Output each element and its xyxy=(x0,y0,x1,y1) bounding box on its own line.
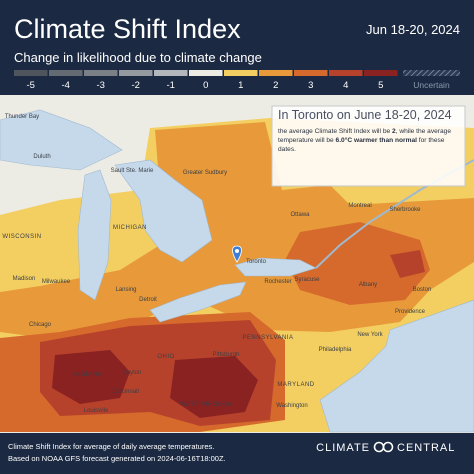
legend-swatch xyxy=(294,70,328,76)
place-label: Cincinnati xyxy=(113,389,139,395)
brand-word: CENTRAL xyxy=(397,442,455,454)
place-label: Detroit xyxy=(139,297,157,303)
place-label: Ottawa xyxy=(290,212,310,218)
info-text: , while the average temperature will be xyxy=(278,128,452,144)
state-label: INDIANA xyxy=(74,372,102,378)
legend-label: 0 xyxy=(203,80,208,91)
lake-michigan xyxy=(77,169,112,301)
place-label: Chicago xyxy=(29,322,52,328)
footer-line: Climate Shift Index for average of daily… xyxy=(8,442,214,451)
lake-huron xyxy=(114,159,213,263)
legend-swatch xyxy=(259,70,293,76)
legend-label: 2 xyxy=(273,80,278,91)
info-body: the average Climate Shift Index will be … xyxy=(278,127,461,154)
place-label: Rochester xyxy=(264,279,291,285)
location-pin xyxy=(232,245,242,263)
legend-swatch xyxy=(189,70,223,76)
title: Climate Shift Index xyxy=(14,14,241,44)
brand-logo: CLIMATE CENTRAL xyxy=(316,441,455,454)
legend-label: 5 xyxy=(378,80,383,91)
brand-word: CLIMATE xyxy=(316,442,370,454)
place-label: Sault Ste. Marie xyxy=(111,168,154,174)
place-label: Montreal xyxy=(348,203,371,209)
legend: -5 -4 -3 -2 -1 0 1 2 3 4 5 Uncertain xyxy=(14,70,460,91)
lake-erie xyxy=(149,281,247,323)
state-label: MARYLAND xyxy=(277,382,314,388)
info-value: 6.0°C warmer than normal xyxy=(335,137,417,144)
info-text: the average Climate Shift Index will be xyxy=(278,128,392,135)
legend-swatch xyxy=(364,70,398,76)
place-label: Lansing xyxy=(115,287,136,293)
legend-swatch xyxy=(84,70,118,76)
legend-label: -2 xyxy=(132,80,140,91)
csi-region xyxy=(285,222,430,305)
place-label: Louisville xyxy=(84,408,109,414)
info-title: In Toronto on June 18-20, 2024 xyxy=(278,108,452,122)
legend-label: 4 xyxy=(343,80,348,91)
info-box: In Toronto on June 18-20, 2024 the avera… xyxy=(271,105,466,187)
place-label: Philadelphia xyxy=(319,347,352,353)
date: Jun 18-20, 2024 xyxy=(366,22,460,37)
csi-region xyxy=(52,350,130,404)
csi-region xyxy=(170,356,258,418)
legend-swatch xyxy=(14,70,48,76)
footer xyxy=(0,433,474,474)
csi-region xyxy=(390,250,425,278)
state-label: PENNSYLVANIA xyxy=(242,335,293,341)
place-label: Washington xyxy=(276,403,307,409)
place-label: Sherbrooke xyxy=(389,207,421,213)
legend-label: -3 xyxy=(97,80,105,91)
place-label: Pittsburgh xyxy=(212,352,239,358)
legend-label: Uncertain xyxy=(413,80,450,90)
legend-label: -5 xyxy=(27,80,35,91)
legend-swatch xyxy=(224,70,258,76)
legend-label: 3 xyxy=(308,80,313,91)
legend-swatch xyxy=(154,70,188,76)
state-label: WISCONSIN xyxy=(2,234,41,240)
subtitle: Change in likelihood due to climate chan… xyxy=(14,50,262,65)
state-label: MICHIGAN xyxy=(113,225,147,231)
place-label: Madison xyxy=(13,276,36,282)
place-label: Dayton xyxy=(122,370,141,376)
place-label: Milwaukee xyxy=(42,279,71,285)
legend-label: -1 xyxy=(167,80,175,91)
place-label: Greater Sudbury xyxy=(183,170,227,176)
footer-line: Based on NOAA GFS forecast generated on … xyxy=(8,454,226,463)
legend-swatch xyxy=(329,70,363,76)
info-box-background xyxy=(271,105,466,187)
legend-swatch xyxy=(119,70,153,76)
place-label: Albany xyxy=(359,282,377,288)
ocean xyxy=(319,299,474,433)
place-label: Toronto xyxy=(246,259,267,265)
info-box-content: In Toronto on June 18-20, 2024 the avera… xyxy=(278,108,461,154)
legend-swatch xyxy=(49,70,83,76)
place-label: Thunder Bay xyxy=(5,114,39,120)
legend-swatch-uncertain xyxy=(403,70,460,76)
legend-label: -4 xyxy=(62,80,70,91)
state-label: WEST VIRGINIA xyxy=(180,402,232,408)
state-label: OHIO xyxy=(157,354,174,360)
place-label: Duluth xyxy=(33,154,50,160)
place-label: Boston xyxy=(413,287,432,293)
legend-label: 1 xyxy=(238,80,243,91)
place-label: New York xyxy=(357,332,383,338)
info-value: 2 xyxy=(391,128,396,135)
lake-superior xyxy=(0,109,123,171)
place-label: Providence xyxy=(395,309,426,315)
place-label: Syracuse xyxy=(294,277,320,283)
info-text: for these dates. xyxy=(278,137,445,153)
